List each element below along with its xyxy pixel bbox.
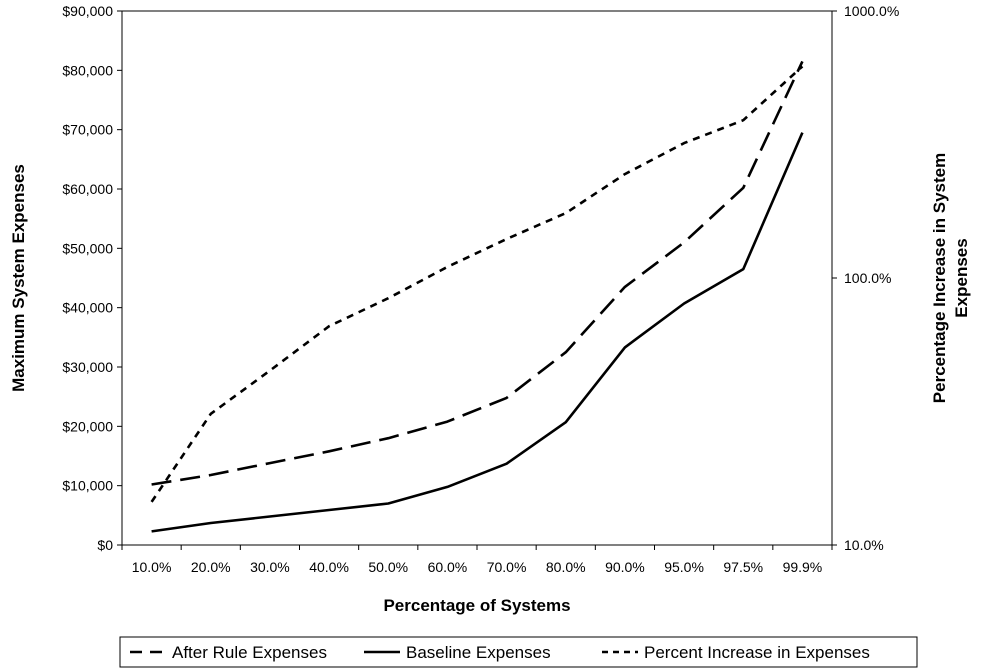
x-tick-label: 60.0%: [428, 559, 468, 575]
left-y-tick-label: $30,000: [62, 359, 113, 375]
left-y-tick-label: $60,000: [62, 181, 113, 197]
left-y-axis: $0 $10,000 $20,000 $30,000 $40,000 $50,000 $60…: [62, 3, 122, 553]
right-y-axis-title: Percentage Increase in System Expenses: [930, 153, 971, 403]
left-y-axis-title: Maximum System Expenses: [9, 164, 28, 392]
x-tick-label: 50.0%: [368, 559, 408, 575]
x-tick-label: 80.0%: [546, 559, 586, 575]
left-y-tick-label: $10,000: [62, 478, 113, 494]
x-tick-label: 70.0%: [487, 559, 527, 575]
x-tick-label: 90.0%: [605, 559, 645, 575]
series-line-1: [151, 60, 804, 486]
x-tick-label: 20.0%: [191, 559, 231, 575]
right-y-axis-title-line: Expenses: [952, 238, 971, 317]
right-y-tick-label: 100.0%: [844, 270, 891, 286]
x-tick-label: 40.0%: [309, 559, 349, 575]
legend: After Rule Expenses Baseline Expenses Perc…: [119, 636, 918, 668]
x-tick-label: 95.0%: [664, 559, 704, 575]
right-y-axis: 10.0% 100.0% 1000.0%: [832, 3, 899, 553]
x-axis: 10.0% 20.0% 30.0% 40.0% 50.0% 60.0% 70.0% 80.0%…: [121, 545, 833, 575]
legend-label-3: Percent Increase in Expenses: [644, 643, 870, 662]
x-tick-label: 99.9%: [783, 559, 823, 575]
left-y-tick-label: $40,000: [62, 300, 113, 316]
x-tick-label: 10.0%: [132, 559, 172, 575]
legend-box: [119, 636, 918, 668]
right-y-tick-label: 10.0%: [844, 537, 884, 553]
left-y-tick-label: $70,000: [62, 122, 113, 138]
legend-label-1: After Rule Expenses: [172, 643, 327, 662]
left-y-tick-label: $90,000: [62, 3, 113, 19]
series-layer: [150, 60, 804, 533]
right-y-tick-label: 1000.0%: [844, 3, 899, 19]
left-y-tick-label: $50,000: [62, 240, 113, 256]
legend-label-2: Baseline Expenses: [406, 643, 551, 662]
series-line-2: [151, 132, 804, 533]
x-axis-title: Percentage of Systems: [383, 596, 570, 615]
x-tick-label: 97.5%: [723, 559, 763, 575]
left-y-tick-label: $20,000: [62, 418, 113, 434]
left-y-tick-label: $0: [97, 537, 113, 553]
series-line-3: [150, 65, 804, 503]
right-y-axis-title-line: Percentage Increase in System: [930, 153, 949, 403]
x-tick-label: 30.0%: [250, 559, 290, 575]
left-y-tick-label: $80,000: [62, 62, 113, 78]
